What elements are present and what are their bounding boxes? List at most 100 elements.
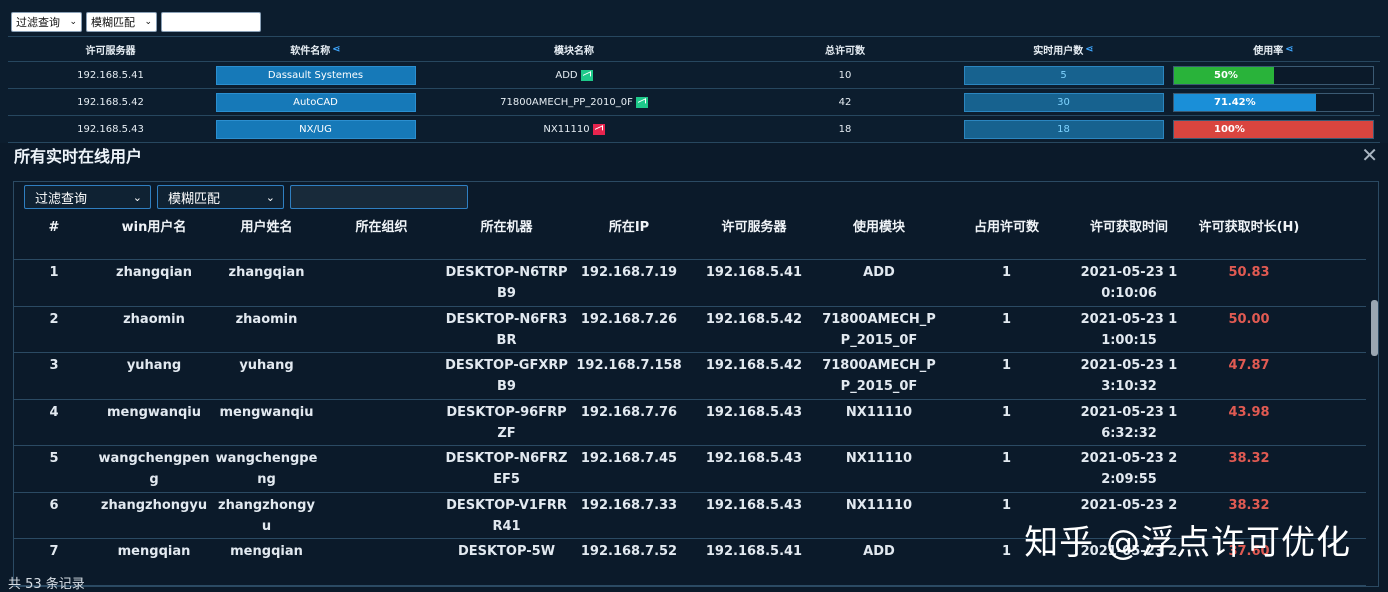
share-icon[interactable]: ⋖: [1085, 43, 1094, 55]
acquire-duration: 43.98: [1228, 404, 1270, 420]
table-row[interactable]: 4 mengwanqiu mengwanqiu DESKTOP-96FRPZF 192.…: [14, 400, 1366, 446]
top-filter-bar: 过滤查询 ⌄ 模糊匹配 ⌄: [11, 12, 261, 32]
trend-chart-icon[interactable]: [580, 69, 593, 81]
license-total: 10: [838, 69, 852, 81]
license-total: 42: [838, 96, 852, 108]
license-total: 18: [838, 123, 852, 135]
table-row[interactable]: 6 zhangzhongyu zhangzhongyu DESKTOP-V1FRRR4…: [14, 493, 1366, 539]
license-server: 192.168.5.41: [705, 544, 803, 559]
users-header-cell: 用户姓名: [240, 220, 293, 235]
license-users[interactable]: 30: [963, 92, 1164, 112]
trend-chart-icon[interactable]: [635, 96, 648, 108]
users-header-cell: #: [48, 220, 60, 235]
close-icon[interactable]: ✕: [1361, 143, 1378, 167]
table-row[interactable]: 3 yuhang yuhang DESKTOP-GFXRPB9 192.168.7.15…: [14, 353, 1366, 400]
table-row[interactable]: 2 zhaomin zhaomin DESKTOP-N6FR3BR 192.168.7.…: [14, 307, 1366, 353]
chevron-down-icon: ⌄: [144, 17, 152, 27]
users-filter-bar: 过滤查询 ⌄ 模糊匹配 ⌄: [24, 185, 468, 209]
user-name: mengqian: [230, 544, 303, 559]
license-row: 192.168.5.43 NX/UG NX11110 18 18 100%: [8, 116, 1380, 143]
usage-rate-label: 50%: [1214, 69, 1238, 81]
ip-address: 192.168.7.33: [580, 497, 678, 513]
header-software-label: 软件名称: [290, 45, 331, 57]
license-count: 1: [1001, 358, 1012, 373]
license-server: 192.168.5.41: [705, 265, 803, 280]
header-rate: 使用率 ⋖: [1167, 37, 1380, 61]
users-header-cell: win用户名: [121, 220, 187, 235]
ip-address: 192.168.7.19: [580, 265, 678, 280]
user-name: zhangqian: [228, 265, 305, 280]
ip-address: 192.168.7.76: [580, 404, 678, 420]
users-match-select-label: 模糊匹配: [168, 191, 221, 207]
user-name: yuhang: [239, 358, 294, 373]
license-count: 1: [1001, 265, 1012, 280]
module-name: NX11110: [845, 451, 913, 466]
win-username: yuhang: [126, 358, 182, 373]
table-row[interactable]: 5 wangchengpeng wangchengpeng DESKTOP-N6FRZ…: [14, 446, 1366, 493]
header-software: 软件名称 ⋖: [213, 37, 418, 61]
license-module: NX11110: [543, 123, 590, 135]
users-match-select[interactable]: 模糊匹配 ⌄: [157, 185, 284, 209]
scrollbar-thumb[interactable]: [1371, 300, 1378, 356]
users-search-input[interactable]: [290, 185, 468, 209]
license-module-cell: 71800AMECH_PP_2010_0F: [418, 89, 730, 115]
row-number: 5: [49, 451, 59, 466]
usage-rate-fill: [1174, 66, 1274, 84]
module-name: ADD: [863, 265, 895, 280]
organization: [319, 539, 444, 585]
license-module-cell: NX11110: [418, 116, 730, 142]
usage-rate-bar: 100%: [1173, 119, 1374, 139]
license-rate-cell: 100%: [1167, 116, 1380, 142]
license-software[interactable]: AutoCAD: [215, 92, 416, 112]
table-row[interactable]: 7 mengqian mengqian DESKTOP-5W 192.168.7.52 1…: [14, 539, 1366, 586]
share-icon[interactable]: ⋖: [332, 43, 341, 55]
users-header-cell: 许可获取时长(H): [1198, 220, 1300, 235]
license-server: 192.168.5.42: [705, 311, 803, 327]
license-software[interactable]: NX/UG: [215, 119, 416, 139]
header-rate-label: 使用率: [1253, 45, 1284, 57]
license-software-cell: NX/UG: [213, 116, 418, 142]
ip-address: 192.168.7.45: [580, 451, 678, 466]
machine-name: DESKTOP-N6TRPB9: [445, 265, 568, 301]
license-count: 1: [1001, 311, 1012, 327]
license-server: 192.168.5.42: [77, 96, 144, 108]
license-server: 192.168.5.42: [705, 358, 803, 373]
acquire-duration: 38.32: [1228, 451, 1270, 466]
license-users[interactable]: 5: [963, 65, 1164, 85]
license-module-cell: ADD: [418, 62, 730, 88]
license-software[interactable]: Dassault Systemes: [215, 65, 416, 85]
top-filter-select-label: 过滤查询: [16, 16, 60, 29]
top-filter-select[interactable]: 过滤查询 ⌄: [11, 12, 82, 32]
win-username: zhaomin: [123, 311, 185, 327]
users-header-cell: 所在组织: [355, 220, 408, 235]
user-name: mengwanqiu: [219, 404, 314, 420]
share-icon[interactable]: ⋖: [1285, 43, 1294, 55]
users-header-cell: 占用许可数: [973, 220, 1039, 235]
top-match-select-label: 模糊匹配: [91, 16, 135, 29]
license-users[interactable]: 18: [963, 119, 1164, 139]
ip-address: 192.168.7.52: [580, 544, 678, 559]
acquire-time: 2021-05-23 2: [1080, 544, 1178, 559]
usage-rate-fill: [1174, 93, 1317, 111]
table-row[interactable]: 1 zhangqian zhangqian DESKTOP-N6TRPB9 192.16…: [14, 260, 1366, 307]
row-number: 6: [49, 497, 59, 513]
license-count: 1: [1001, 404, 1012, 420]
chevron-down-icon: ⌄: [265, 190, 275, 204]
watermark-text: 知乎 @浮点许可优化: [1024, 523, 1351, 563]
license-server: 192.168.5.43: [705, 451, 803, 466]
license-server: 192.168.5.41: [77, 69, 144, 81]
user-name: zhaomin: [235, 311, 298, 327]
users-filter-select[interactable]: 过滤查询 ⌄: [24, 185, 151, 209]
top-match-select[interactable]: 模糊匹配 ⌄: [86, 12, 157, 32]
trend-chart-icon[interactable]: [592, 123, 605, 135]
license-summary-section: 过滤查询 ⌄ 模糊匹配 ⌄ 许可服务器 软件名称 ⋖ 模块名称 总许可数 实时用户…: [0, 0, 1388, 143]
usage-rate-bar: 71.42%: [1173, 92, 1374, 112]
license-server: 192.168.5.43: [77, 123, 144, 135]
top-search-input[interactable]: [161, 12, 261, 32]
users-header-cell: 所在机器: [480, 220, 533, 235]
module-name: 71800AMECH_PP_2015_0F: [822, 358, 936, 394]
license-server: 192.168.5.43: [705, 497, 803, 513]
row-number: 4: [49, 404, 59, 420]
module-name: ADD: [863, 544, 895, 559]
license-module: 71800AMECH_PP_2010_0F: [500, 96, 633, 108]
